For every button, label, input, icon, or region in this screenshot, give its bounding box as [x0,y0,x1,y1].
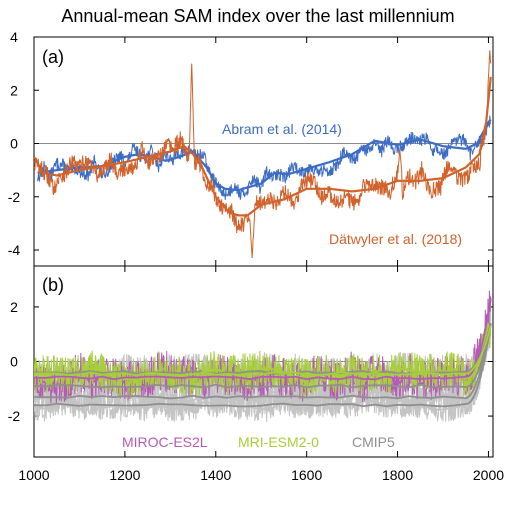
cmip5-mean-smoothed-line [34,323,492,400]
cmip5-mean-smoothed-line [34,323,492,408]
y-tick-label: 2 [10,299,18,315]
y-tick-label: 0 [10,136,18,152]
datwyler-smoothed-line [34,76,492,217]
x-tick-label: 1200 [109,467,140,483]
y-tick-label: 0 [10,354,18,370]
y-tick-label: -4 [8,242,21,258]
x-tick-label: 1800 [382,467,413,483]
x-tick-label: 1600 [291,467,322,483]
x-tick-label: 1400 [200,467,231,483]
x-tick-label: 2000 [473,467,504,483]
legend-mri: MRI-ESM2-0 [238,434,319,450]
datwyler-annual-line [34,50,492,259]
panel-b: -2 0 2 1000 1200 1400 1600 1800 2000 [8,265,504,483]
y-tick-label: -2 [8,408,21,424]
abram-smoothed-line [37,118,492,192]
mri-mean-smoothed-line [34,325,492,377]
panel-a-label: (a) [42,47,64,67]
cmip5-member-smoothed-line [34,323,492,412]
panel-a: -4 -2 0 2 4 [8,29,494,267]
panel-b-label: (b) [42,275,64,295]
mri-smoothed-line [34,325,492,382]
x-tick-label: 1000 [18,467,49,483]
y-tick-label: 2 [10,82,18,98]
abram-annual-line [37,115,491,201]
y-tick-label: 4 [10,29,18,45]
datwyler-annotation: Dätwyler et al. (2018) [329,231,462,247]
abram-annotation: Abram et al. (2014) [222,121,342,137]
miroc-mean-smoothed-line [34,298,492,381]
cmip5-mean-smoothed-line [34,323,492,389]
legend-cmip5: CMIP5 [352,434,395,450]
chart-title: Annual-mean SAM index over the last mill… [61,6,454,26]
legend-miroc: MIROC-ES2L [122,434,208,450]
cmip5-member-annual-line [34,314,492,423]
y-tick-label: -2 [8,189,21,205]
